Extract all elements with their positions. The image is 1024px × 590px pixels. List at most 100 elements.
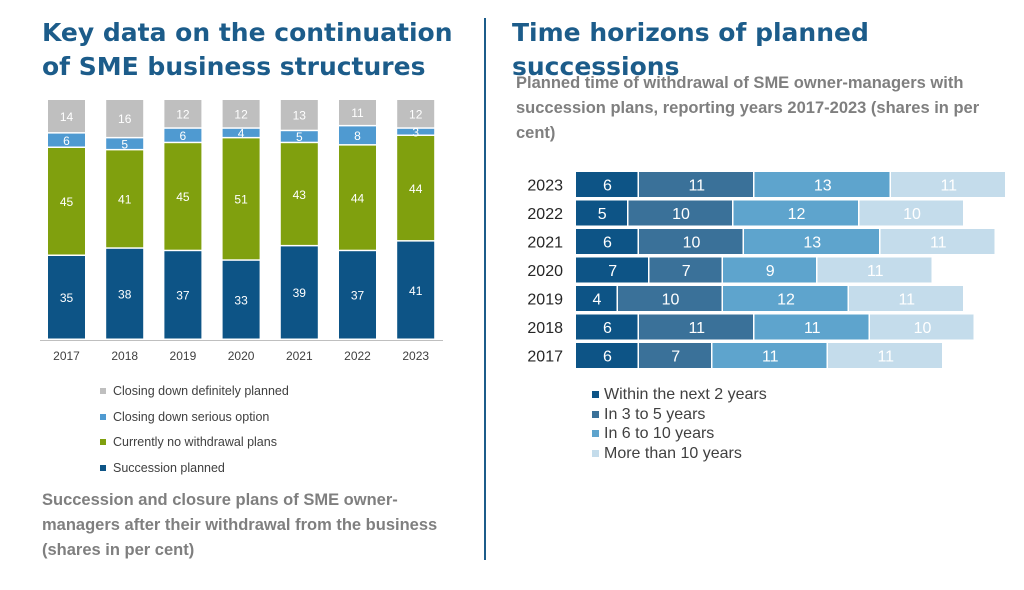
right-panel-title: Time horizons of planned successions: [512, 18, 869, 81]
legend-item-within-the-next-2-years: Within the next 2 years: [592, 385, 767, 405]
hbar-label-within-the-next-2-years-2023: 6: [603, 178, 612, 195]
hbar-label-more-than-10-years-2023: 11: [940, 178, 957, 195]
bar-currently-no-withdrawal-plans-2022: [339, 145, 376, 250]
bar-closing-down-serious-option-2022: [339, 126, 376, 145]
hbar-in-6-to-10-years-2021: [744, 229, 879, 254]
legend-item-succession-planned: Succession planned: [100, 459, 289, 485]
y-tick-label-2022: 2022: [527, 206, 563, 223]
hbar-label-in-6-to-10-years-2019: 12: [777, 292, 795, 309]
hbar-label-in-3-to-5-years-2022: 10: [672, 206, 690, 223]
hbar-label-in-3-to-5-years-2020: 7: [682, 263, 691, 280]
hbar-label-in-3-to-5-years-2018: 11: [688, 320, 705, 337]
hbar-label-in-6-to-10-years-2020: 9: [766, 263, 775, 280]
hbar-label-within-the-next-2-years-2020: 7: [608, 263, 617, 280]
right-chart-legend: Within the next 2 years In 3 to 5 years In…: [592, 385, 767, 463]
hbar-in-3-to-5-years-2023: [639, 172, 753, 197]
data-label-currently-no-withdrawal-plans-2019: 45: [176, 190, 190, 204]
hbar-in-6-to-10-years-2020: [723, 257, 816, 283]
hbar-in-3-to-5-years-2018: [639, 314, 753, 340]
hbar-within-the-next-2-years-2017: [576, 343, 638, 368]
bar-succession-planned-2023: [397, 241, 435, 339]
legend-item-currently-no-withdrawal-plans: Currently no withdrawal plans: [100, 433, 289, 459]
data-label-succession-planned-2019: 37: [176, 289, 190, 303]
x-tick-label-2020: 2020: [228, 349, 255, 363]
bar-succession-planned-2022: [339, 251, 376, 339]
bar-closing-down-definitely-planned-2021: [280, 100, 318, 130]
bar-closing-down-serious-option-2023: [397, 128, 435, 135]
legend-swatch: [100, 464, 106, 471]
hbar-label-in-3-to-5-years-2023: 11: [688, 178, 705, 195]
bar-closing-down-serious-option-2021: [280, 131, 318, 142]
hbar-more-than-10-years-2018: [870, 314, 974, 340]
right-chart-subtitle: Planned time of withdrawal of SME owner-…: [516, 74, 980, 142]
panel-divider: [484, 18, 486, 560]
hbar-label-within-the-next-2-years-2022: 5: [598, 206, 607, 223]
left-chart-caption: Succession and closure plans of SME owne…: [42, 491, 438, 559]
hbar-label-more-than-10-years-2020: 11: [867, 263, 884, 280]
hbar-label-within-the-next-2-years-2021: 6: [603, 235, 612, 252]
x-tick-label-2017: 2017: [53, 349, 80, 363]
bar-closing-down-definitely-planned-2019: [164, 100, 202, 128]
left-panel-title: Key data on the continuation of SME busi…: [42, 18, 453, 81]
legend-label: In 6 to 10 years: [604, 425, 715, 443]
data-label-currently-no-withdrawal-plans-2018: 41: [118, 193, 132, 207]
legend-swatch: [592, 410, 599, 418]
y-tick-label-2023: 2023: [527, 178, 563, 195]
legend-label: In 3 to 5 years: [604, 405, 706, 423]
hbar-label-more-than-10-years-2018: 10: [914, 320, 932, 337]
data-label-currently-no-withdrawal-plans-2021: 43: [293, 188, 307, 202]
legend-label: Within the next 2 years: [604, 386, 767, 404]
legend-swatch: [100, 388, 106, 394]
y-tick-label-2020: 2020: [527, 263, 563, 280]
hbar-more-than-10-years-2019: [849, 286, 963, 311]
bar-closing-down-definitely-planned-2022: [339, 100, 376, 125]
hbar-in-3-to-5-years-2017: [639, 343, 711, 368]
hbar-within-the-next-2-years-2022: [576, 200, 627, 226]
hbar-within-the-next-2-years-2021: [576, 229, 638, 254]
hbar-within-the-next-2-years-2018: [576, 314, 638, 340]
hbar-in-6-to-10-years-2017: [712, 343, 827, 368]
hbar-label-within-the-next-2-years-2017: 6: [603, 349, 612, 366]
hbar-more-than-10-years-2020: [817, 257, 932, 283]
legend-swatch: [100, 413, 106, 420]
data-label-succession-planned-2020: 33: [234, 293, 248, 307]
data-label-closing-down-definitely-planned-2020: 12: [234, 107, 248, 121]
legend-item-in-3-to-5-years: In 3 to 5 years: [592, 405, 767, 425]
x-tick-label-2023: 2023: [402, 349, 429, 363]
bar-succession-planned-2021: [280, 246, 318, 339]
hbar-within-the-next-2-years-2019: [576, 286, 617, 311]
bar-succession-planned-2020: [222, 260, 260, 339]
bar-closing-down-serious-option-2018: [106, 138, 144, 149]
hbar-label-more-than-10-years-2019: 11: [898, 292, 915, 309]
bar-closing-down-definitely-planned-2018: [106, 100, 144, 137]
data-label-succession-planned-2023: 41: [409, 284, 423, 298]
bar-currently-no-withdrawal-plans-2017: [48, 148, 85, 255]
hbar-label-within-the-next-2-years-2018: 6: [603, 320, 612, 337]
hbar-more-than-10-years-2022: [859, 200, 963, 226]
data-label-closing-down-serious-option-2023: 3: [412, 125, 419, 139]
hbar-in-6-to-10-years-2018: [754, 314, 869, 340]
x-tick-label-2022: 2022: [344, 349, 371, 363]
y-tick-label-2019: 2019: [527, 292, 563, 309]
hbar-in-6-to-10-years-2022: [733, 200, 858, 226]
data-label-succession-planned-2018: 38: [118, 287, 132, 301]
bar-currently-no-withdrawal-plans-2021: [280, 143, 318, 245]
data-label-closing-down-serious-option-2019: 6: [180, 129, 187, 143]
legend-item-more-than-10-years: More than 10 years: [592, 444, 767, 464]
bar-currently-no-withdrawal-plans-2019: [164, 143, 202, 250]
data-label-closing-down-definitely-planned-2019: 12: [176, 107, 190, 121]
bar-closing-down-serious-option-2020: [222, 128, 260, 137]
hbar-label-in-6-to-10-years-2022: 12: [788, 206, 806, 223]
legend-label: Currently no withdrawal plans: [113, 435, 277, 449]
bar-closing-down-definitely-planned-2017: [48, 100, 85, 133]
bar-closing-down-serious-option-2017: [48, 133, 85, 147]
data-label-closing-down-definitely-planned-2017: 14: [60, 110, 74, 124]
legend-item-closing-down-serious-option: Closing down serious option: [100, 408, 289, 434]
hbar-label-in-6-to-10-years-2018: 11: [804, 320, 821, 337]
x-tick-label-2019: 2019: [170, 349, 197, 363]
bar-closing-down-serious-option-2019: [164, 128, 202, 142]
data-label-currently-no-withdrawal-plans-2023: 44: [409, 182, 423, 196]
hbar-label-more-than-10-years-2017: 11: [877, 349, 894, 366]
